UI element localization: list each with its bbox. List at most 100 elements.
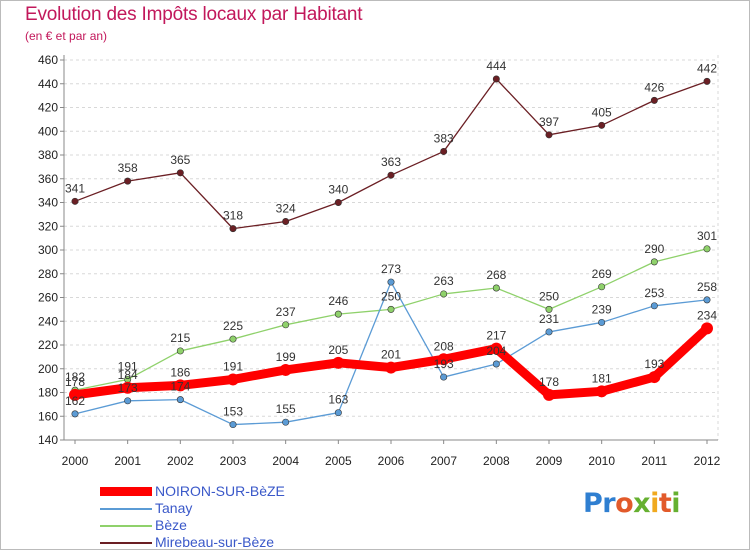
point-1-2000 (71, 410, 79, 418)
data-label-0-2009: 178 (539, 375, 559, 389)
legend-swatch-noiron (100, 487, 152, 496)
point-3-2005 (334, 199, 342, 207)
data-label-0-2008: 217 (486, 329, 506, 343)
chart-subtitle: (en € et par an) (25, 29, 108, 43)
data-label-3-2007: 383 (434, 131, 454, 145)
point-3-2003 (229, 225, 237, 233)
point-3-2004 (282, 218, 290, 226)
data-label-2-2006: 250 (381, 289, 401, 303)
data-label-3-2010: 405 (592, 105, 612, 119)
point-1-2005 (334, 409, 342, 417)
point-2-2002 (176, 347, 184, 355)
point-0-2012 (701, 322, 713, 335)
legend: NOIRON-SUR-BèZE Tanay Bèze Mirebeau-sur-… (100, 483, 400, 551)
x-tick-label-2003: 2003 (220, 454, 247, 468)
data-label-0-2005: 205 (328, 343, 348, 357)
point-1-2009 (545, 328, 553, 336)
point-0-2006 (385, 361, 397, 374)
point-0-2010 (595, 385, 608, 398)
data-label-0-2007: 208 (434, 339, 454, 353)
point-3-2002 (176, 169, 184, 177)
x-tick-label-2002: 2002 (167, 454, 194, 468)
data-label-1-2002: 174 (170, 380, 190, 394)
point-1-2004 (282, 418, 290, 426)
x-tick-label-2009: 2009 (536, 454, 563, 468)
y-tick-label-300: 300 (38, 243, 58, 257)
point-0-2001 (121, 381, 134, 394)
data-label-3-2008: 444 (486, 59, 506, 73)
data-label-2-2001: 191 (118, 359, 138, 373)
point-2-2011 (650, 258, 658, 266)
data-label-3-2011: 426 (644, 80, 664, 94)
point-2-2009 (545, 305, 553, 313)
data-label-1-2012: 258 (697, 280, 717, 294)
data-label-3-2003: 318 (223, 209, 243, 223)
y-tick-label-160: 160 (38, 409, 58, 423)
y-tick-label-460: 460 (38, 53, 58, 67)
point-0-2000 (69, 388, 81, 401)
point-2-2003 (229, 335, 237, 343)
legend-swatch-tanay (100, 508, 152, 510)
legend-item-mirebeau: Mirebeau-sur-Bèze (100, 534, 400, 551)
y-tick-label-340: 340 (38, 196, 58, 210)
y-tick-label-260: 260 (38, 291, 58, 305)
data-label-3-2009: 397 (539, 115, 559, 129)
data-label-2-2011: 290 (644, 242, 664, 256)
point-1-2011 (650, 302, 658, 310)
y-tick-label-280: 280 (38, 267, 58, 281)
y-tick-label-180: 180 (38, 386, 58, 400)
data-label-1-2004: 155 (276, 402, 296, 416)
x-tick-label-2011: 2011 (641, 454, 667, 468)
point-3-2001 (124, 177, 132, 185)
data-label-3-2012: 442 (697, 61, 717, 75)
point-3-2011 (650, 96, 658, 104)
legend-swatch-beze (100, 525, 152, 527)
legend-label-beze: Bèze (155, 517, 187, 533)
point-0-2002 (174, 379, 187, 392)
data-label-1-2007: 193 (434, 357, 454, 371)
point-1-2003 (229, 421, 237, 429)
data-label-1-2008: 204 (486, 344, 506, 358)
data-label-0-2012: 234 (697, 308, 717, 322)
point-3-2006 (387, 171, 395, 179)
point-0-2003 (227, 373, 239, 386)
point-1-2002 (176, 396, 184, 404)
point-1-2007 (440, 373, 448, 381)
point-2-2012 (703, 245, 711, 253)
point-0-2008 (490, 342, 503, 355)
point-3-2010 (598, 121, 606, 129)
data-label-0-2010: 181 (592, 371, 612, 385)
data-label-3-2006: 363 (381, 155, 401, 169)
data-label-1-2006: 273 (381, 262, 401, 276)
data-label-2-2004: 237 (276, 305, 296, 319)
y-tick-label-360: 360 (38, 172, 58, 186)
data-label-1-2010: 239 (592, 302, 612, 316)
legend-item-beze: Bèze (100, 517, 400, 534)
x-tick-label-2010: 2010 (588, 454, 615, 468)
y-tick-label-380: 380 (38, 148, 58, 162)
data-label-1-2001: 173 (118, 381, 138, 395)
y-tick-label-220: 220 (38, 338, 58, 352)
point-3-2012 (703, 77, 711, 85)
data-label-3-2004: 324 (276, 202, 296, 216)
data-label-3-2005: 340 (328, 183, 348, 197)
point-2-2007 (440, 290, 448, 298)
point-1-2008 (492, 360, 500, 368)
data-label-2-2009: 250 (539, 289, 559, 303)
y-tick-labels: 140 160 180 200 220 240 260 280 300 320 340 360 380 4… (38, 53, 58, 447)
proxiti-logo: Proxiti (583, 488, 681, 519)
data-label-0-2004: 199 (276, 350, 296, 364)
x-tick-label-2012: 2012 (694, 454, 721, 468)
legend-item-noiron: NOIRON-SUR-BèZE (100, 483, 400, 500)
data-label-0-2003: 191 (223, 359, 243, 373)
y-tick-label-200: 200 (38, 362, 58, 376)
y-tick-label-140: 140 (38, 433, 58, 447)
x-tick-label-2007: 2007 (430, 454, 457, 468)
data-label-0-2001: 184 (118, 368, 138, 382)
data-label-3-2000: 341 (65, 181, 85, 195)
legend-label-mirebeau: Mirebeau-sur-Bèze (155, 534, 275, 550)
data-labels: 341 358 365 318 324 340 363 383 444 397 405 426 442 1… (65, 59, 717, 419)
point-1-2010 (598, 318, 606, 326)
point-2-2010 (598, 283, 606, 291)
